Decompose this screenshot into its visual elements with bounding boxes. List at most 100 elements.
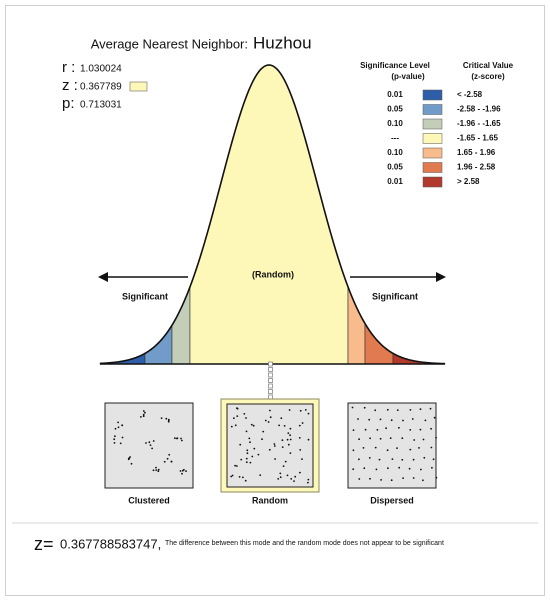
legend-header: (z-score) bbox=[471, 72, 505, 81]
dot bbox=[245, 417, 247, 419]
legend-z: -1.65 - 1.65 bbox=[457, 134, 498, 143]
dot bbox=[242, 476, 244, 479]
connector-dot bbox=[268, 372, 273, 378]
right-label: Significant bbox=[372, 291, 418, 301]
dot bbox=[287, 432, 290, 434]
dot bbox=[419, 408, 422, 411]
dot bbox=[411, 418, 414, 420]
dot bbox=[304, 409, 307, 411]
dot bbox=[113, 442, 116, 444]
dot bbox=[145, 442, 147, 444]
dot bbox=[375, 468, 378, 471]
dot bbox=[157, 470, 160, 473]
dot bbox=[398, 426, 400, 429]
dot bbox=[119, 442, 122, 445]
dot bbox=[117, 421, 119, 424]
clustered-box bbox=[104, 402, 194, 489]
curve-outline bbox=[99, 64, 446, 365]
legend-p: --- bbox=[391, 134, 399, 143]
dot bbox=[409, 429, 412, 431]
dot bbox=[422, 479, 424, 482]
dot bbox=[402, 419, 404, 422]
curve bbox=[99, 64, 446, 365]
dot bbox=[363, 406, 366, 409]
left-label: Significant bbox=[122, 291, 168, 301]
dot bbox=[352, 449, 355, 452]
dot bbox=[181, 469, 184, 472]
dot bbox=[299, 449, 302, 451]
dot bbox=[385, 427, 387, 430]
dot bbox=[267, 421, 270, 423]
dot bbox=[433, 416, 436, 419]
legend-p: 0.10 bbox=[387, 148, 403, 157]
dot bbox=[176, 437, 179, 440]
dot bbox=[244, 479, 247, 482]
legend-swatch bbox=[422, 147, 443, 159]
stat-value: 1.030024 bbox=[80, 64, 122, 75]
connector bbox=[268, 361, 273, 400]
dot bbox=[155, 469, 158, 471]
dot bbox=[396, 447, 398, 449]
stat-label: p: bbox=[62, 95, 75, 112]
dot bbox=[264, 419, 267, 422]
dot bbox=[298, 437, 301, 439]
dot bbox=[401, 458, 404, 461]
dot bbox=[179, 470, 182, 472]
dot bbox=[274, 458, 276, 460]
dot bbox=[181, 472, 183, 475]
dot bbox=[230, 475, 233, 478]
dot bbox=[409, 448, 412, 451]
dot bbox=[280, 417, 283, 420]
connector-dot bbox=[268, 367, 273, 372]
dot bbox=[168, 453, 171, 456]
dot bbox=[430, 446, 433, 449]
dot bbox=[233, 417, 235, 420]
legend-z: 1.65 - 1.96 bbox=[457, 148, 496, 157]
dot bbox=[293, 480, 295, 482]
dot bbox=[234, 464, 237, 467]
dot bbox=[234, 424, 237, 427]
dot bbox=[358, 438, 360, 441]
dot bbox=[398, 466, 401, 469]
dot bbox=[352, 468, 355, 471]
dot bbox=[363, 467, 366, 470]
dot bbox=[282, 465, 285, 467]
dot bbox=[231, 474, 234, 477]
dot bbox=[286, 438, 289, 441]
connector-dot bbox=[268, 383, 273, 389]
dot bbox=[259, 474, 262, 476]
dots bbox=[113, 406, 438, 484]
dot bbox=[142, 415, 145, 418]
dot bbox=[166, 457, 169, 460]
dot bbox=[121, 424, 124, 427]
connector-dot bbox=[268, 378, 273, 383]
dot bbox=[152, 469, 155, 472]
dot bbox=[142, 410, 145, 412]
legend-swatch bbox=[422, 133, 443, 144]
dot bbox=[281, 439, 284, 442]
dot bbox=[114, 435, 116, 438]
legend-z: < -2.58 bbox=[457, 90, 483, 99]
dot bbox=[250, 423, 253, 426]
dot bbox=[257, 453, 260, 456]
dot bbox=[386, 449, 389, 452]
dot bbox=[424, 419, 427, 422]
random-box bbox=[226, 403, 314, 488]
dot bbox=[286, 474, 289, 477]
dot bbox=[423, 456, 426, 459]
dot bbox=[431, 466, 433, 469]
dot bbox=[151, 447, 154, 450]
legend-header: (p-value) bbox=[391, 72, 425, 81]
legend-swatch bbox=[422, 89, 443, 101]
dot bbox=[230, 425, 233, 428]
dot bbox=[185, 470, 187, 472]
dot bbox=[236, 407, 239, 410]
dot bbox=[290, 478, 293, 480]
z-swatch bbox=[129, 81, 148, 92]
dot bbox=[402, 477, 404, 479]
dot bbox=[301, 422, 304, 424]
dot bbox=[413, 439, 416, 441]
dispersed-box bbox=[347, 402, 437, 489]
dot bbox=[435, 436, 437, 439]
